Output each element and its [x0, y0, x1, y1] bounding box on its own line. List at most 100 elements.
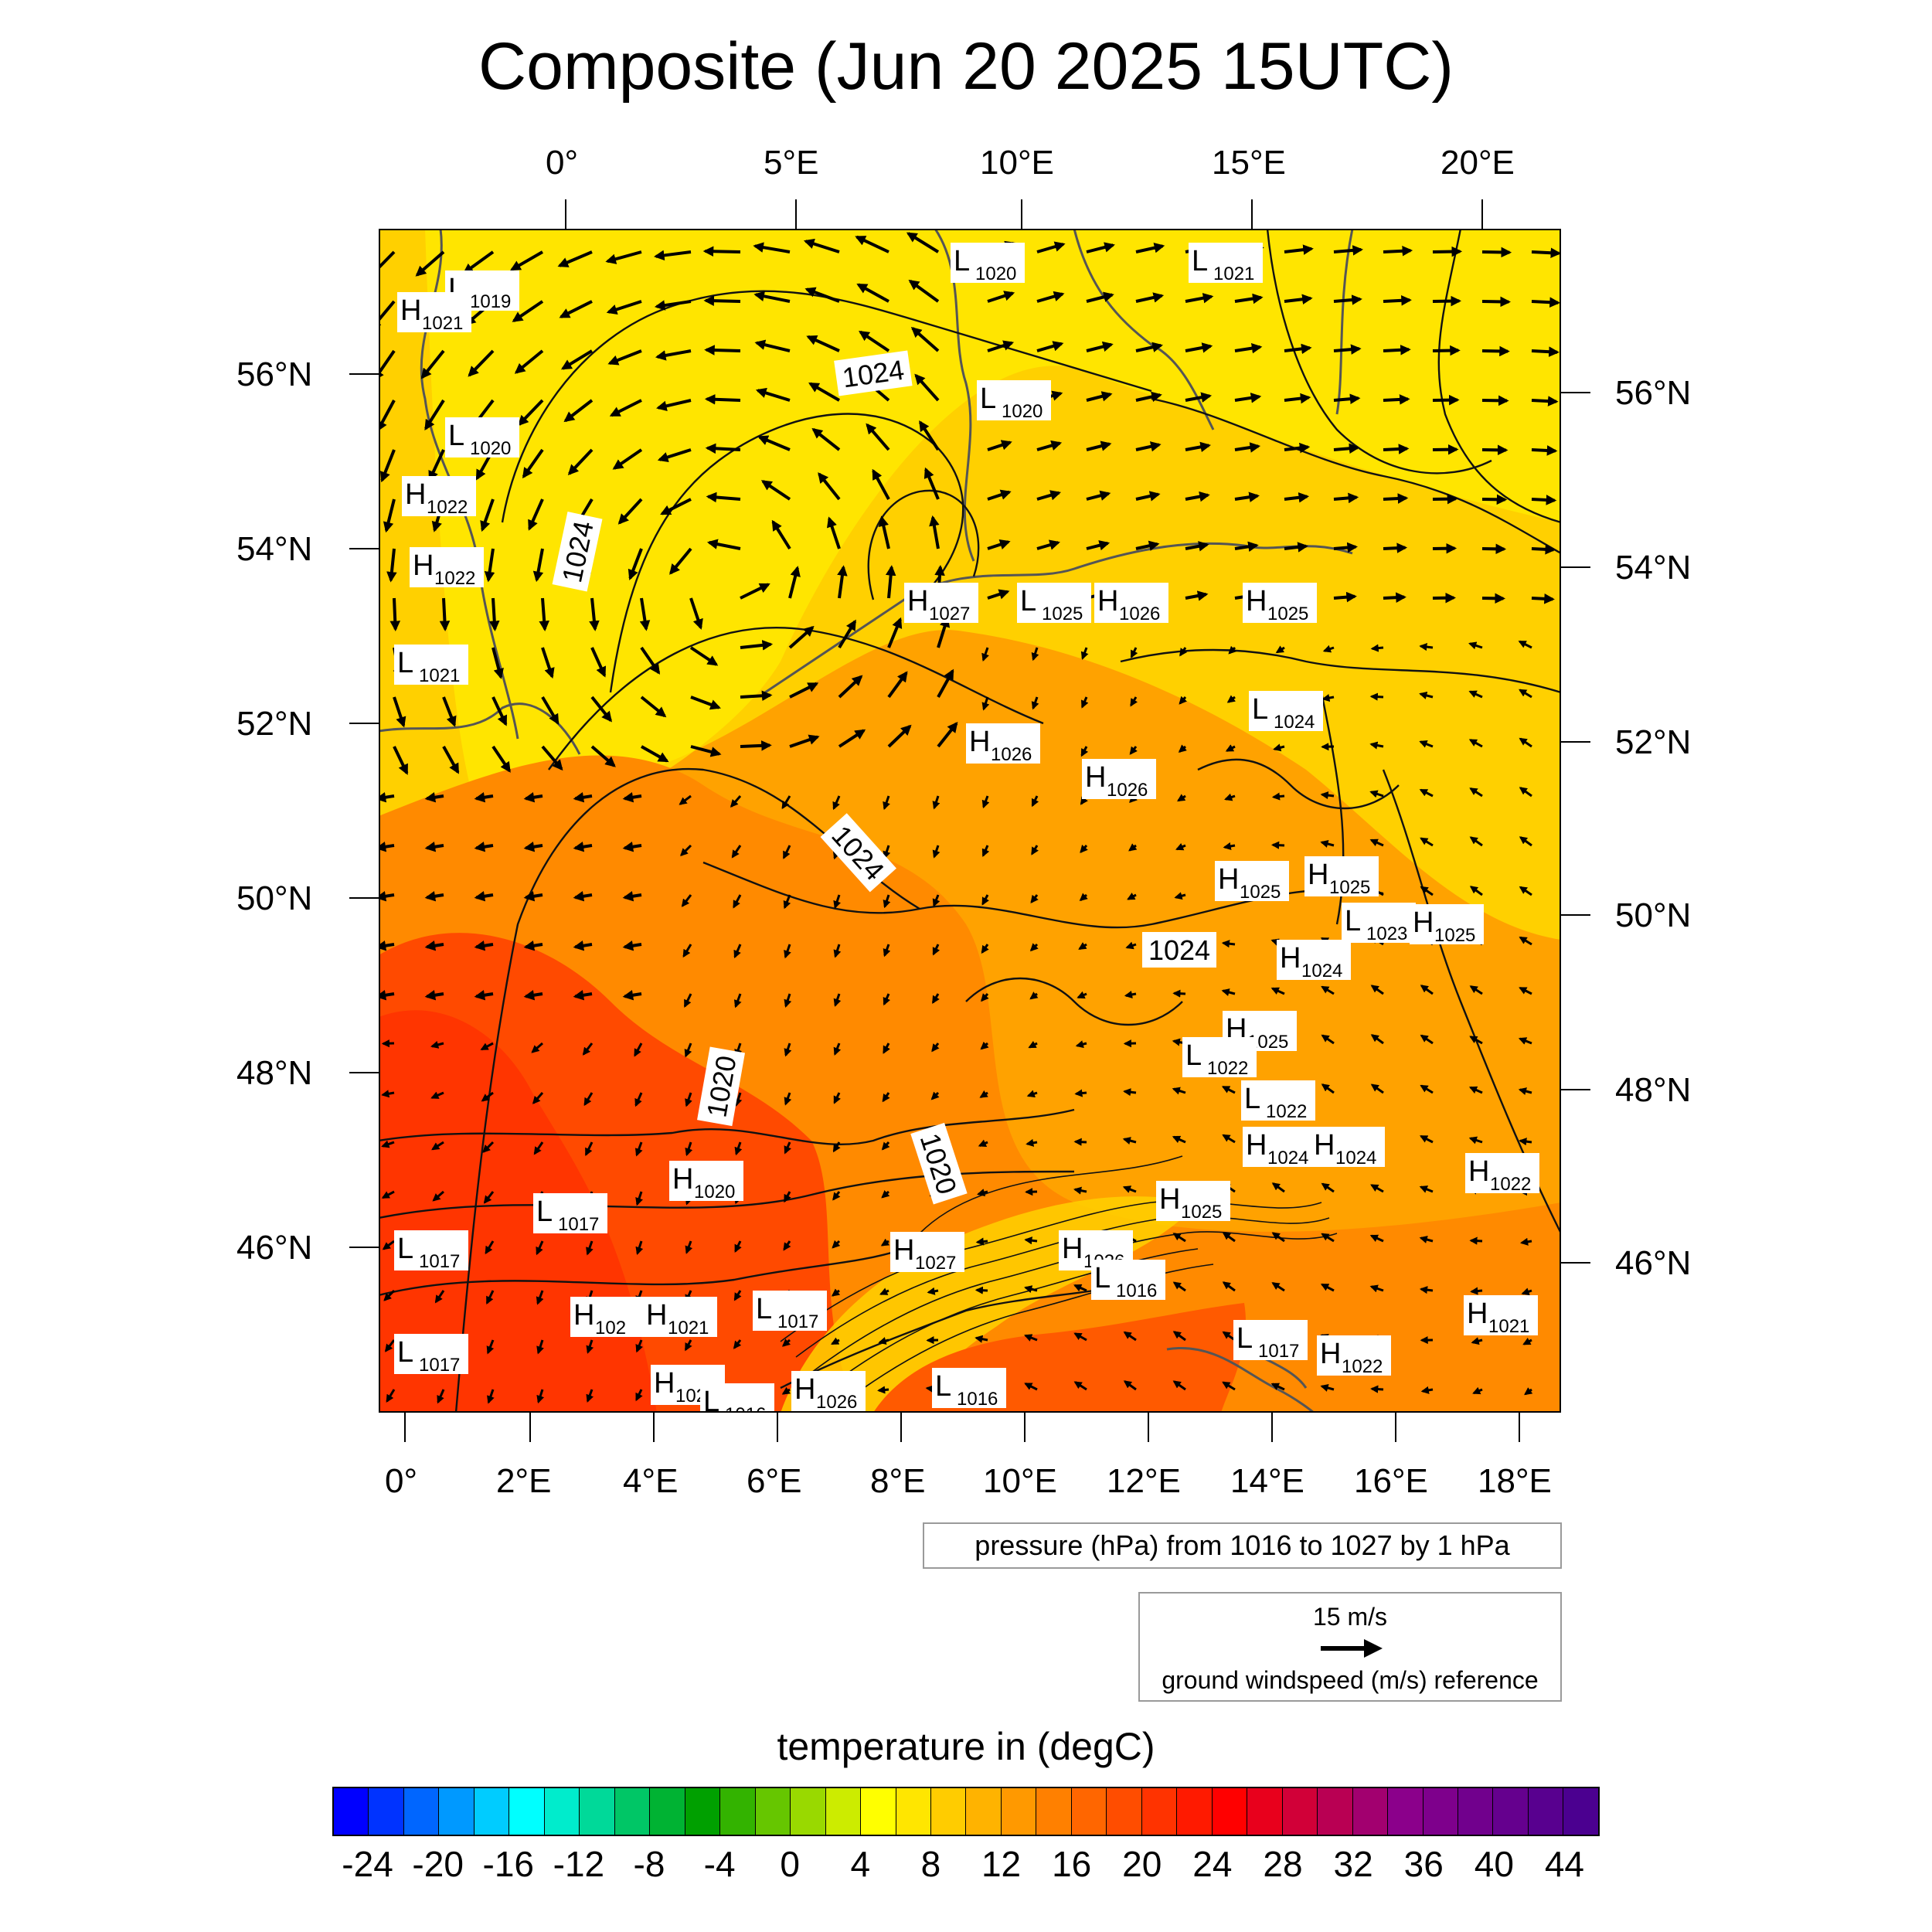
- wind-vector: [523, 791, 543, 803]
- wind-vector: [1185, 392, 1213, 403]
- wind-vector: [415, 250, 445, 277]
- pressure-center-value: 1024: [1274, 712, 1315, 733]
- colorbar-cell: [1141, 1788, 1178, 1835]
- pressure-center-label: L 1022: [1241, 1080, 1315, 1122]
- wind-vector: [1270, 987, 1285, 995]
- pressure-center-label: L 1016: [932, 1368, 1006, 1410]
- wind-vector: [1284, 294, 1313, 305]
- wind-vector: [833, 1092, 841, 1104]
- colorbar-tick-label: 12: [981, 1844, 1022, 1884]
- wind-vector: [733, 1290, 742, 1301]
- wind-vector: [908, 279, 940, 303]
- wind-vector: [1185, 342, 1213, 353]
- wind-vector: [789, 734, 820, 748]
- pressure-center-box: [951, 243, 1025, 283]
- right-lat-label: 54°N: [1615, 549, 1692, 587]
- wind-vector: [474, 940, 494, 951]
- wind-vector: [818, 472, 841, 501]
- wind-vector: [685, 1092, 692, 1107]
- wind-vector: [1271, 1232, 1285, 1243]
- wind-vector: [1370, 1184, 1384, 1193]
- wind-vector: [424, 989, 444, 1001]
- pressure-center-box: [1277, 940, 1351, 980]
- wind-vector: [1519, 689, 1532, 699]
- wind-vector: [523, 940, 543, 951]
- wind-vector: [883, 795, 890, 811]
- wind-vector: [975, 1237, 988, 1246]
- wind-vector: [381, 1190, 395, 1199]
- pressure-center-value: 1025: [1042, 604, 1083, 624]
- wind-vector: [833, 944, 842, 958]
- pressure-center-label: L 1021: [394, 645, 468, 686]
- wind-vector: [1469, 1036, 1483, 1045]
- wind-vector: [468, 349, 495, 377]
- wind-vector: [431, 1141, 444, 1151]
- wind-vector: [1024, 1383, 1038, 1391]
- wind-vector: [1419, 788, 1434, 798]
- wind-vector: [979, 1090, 988, 1098]
- wind-vector: [690, 745, 722, 757]
- wind-vector: [1519, 936, 1532, 946]
- wind-vector: [607, 349, 642, 366]
- pressure-center-box: [1465, 1153, 1539, 1193]
- colorbar-tick-label: 40: [1474, 1844, 1514, 1884]
- pressure-center-label: H 1025: [1215, 861, 1289, 903]
- wind-vector: [881, 1189, 890, 1199]
- colorbar-cell: [1563, 1788, 1598, 1835]
- wind-vector: [704, 345, 741, 355]
- wind-vector: [931, 993, 940, 1005]
- map-panel: 1024 1024 1024 1024 1020 1020: [379, 229, 1561, 1413]
- wind-vector: [1234, 293, 1264, 304]
- wind-vector: [706, 539, 741, 550]
- wind-vector: [987, 589, 1010, 600]
- pressure-center-label: L 1017: [753, 1291, 827, 1332]
- colorbar-tick-labels: -24 -20 -16 -12 -8 -4 0 4 8 12 16 20 24 28 32 36 40 44: [332, 1842, 1600, 1889]
- pressure-center-value: 1025: [1240, 882, 1281, 903]
- colorbar-tick-label: 4: [850, 1844, 871, 1884]
- pressure-center-label: L 1020: [951, 243, 1025, 284]
- wind-vector: [1075, 1040, 1087, 1049]
- pressure-center-value: 1021: [1213, 264, 1254, 284]
- wind-vector: [612, 448, 643, 470]
- wind-reference-legend: 15 m/s ground windspeed (m/s) reference: [1138, 1592, 1562, 1702]
- chart-title: Composite (Jun 20 2025 15UTC): [478, 29, 1454, 104]
- wind-vector: [536, 1389, 545, 1404]
- wind-vector: [589, 597, 600, 631]
- left-lat-label: 46°N: [236, 1229, 313, 1267]
- wind-vector: [1481, 494, 1508, 505]
- wind-vector: [523, 890, 543, 902]
- pressure-center-value: 1022: [1490, 1174, 1531, 1195]
- bottom-lon-label: 6°E: [747, 1462, 802, 1500]
- pressure-center-type: L: [1185, 1039, 1202, 1072]
- colorbar-cell: [1247, 1788, 1283, 1835]
- pressure-center-value: 1022: [1207, 1058, 1248, 1079]
- top-lon-label: 20°E: [1440, 144, 1515, 182]
- wind-vector: [1369, 1234, 1384, 1243]
- wind-vector: [978, 1139, 988, 1147]
- wind-vector: [1322, 645, 1335, 653]
- wind-vector: [393, 696, 406, 728]
- wind-vector: [932, 845, 940, 859]
- wind-vector: [832, 1191, 841, 1201]
- pressure-center-box: [1464, 1295, 1538, 1335]
- wind-vector: [883, 845, 891, 859]
- wind-vector: [1179, 696, 1188, 705]
- colorbar-tick-label: 16: [1052, 1844, 1092, 1884]
- wind-vector: [531, 1042, 543, 1053]
- wind-vector: [883, 993, 891, 1006]
- wind-vector: [682, 944, 692, 958]
- wind-vector: [1222, 1281, 1236, 1292]
- pressure-center-type: H: [1320, 1338, 1341, 1370]
- wind-vector: [1321, 1182, 1335, 1193]
- colorbar-tick-label: -24: [342, 1844, 393, 1884]
- wind-vector: [424, 890, 444, 902]
- wind-vector: [919, 420, 940, 451]
- pressure-center-label: L 1017: [394, 1334, 468, 1376]
- pressure-center-label: H 1024: [1311, 1127, 1385, 1168]
- wind-vector: [730, 795, 742, 808]
- wind-vector: [482, 1141, 495, 1153]
- wind-vector: [1224, 793, 1236, 801]
- pressure-center-type: H: [1085, 761, 1106, 794]
- wind-vector: [432, 1190, 444, 1202]
- wind-vector: [855, 235, 889, 253]
